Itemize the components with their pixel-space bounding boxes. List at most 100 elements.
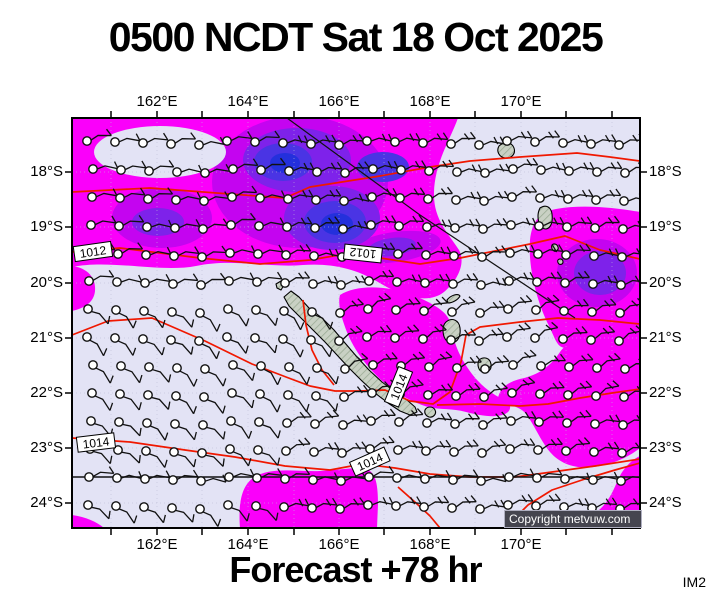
wind-barb xyxy=(227,185,258,202)
wind-barb xyxy=(618,414,640,430)
wind-barb xyxy=(535,381,565,399)
wind-barb-staff xyxy=(431,192,453,199)
wind-barb-feather xyxy=(133,515,138,524)
wind-barb xyxy=(86,416,114,437)
wind-barb-feather xyxy=(610,162,617,170)
wind-barb-feather xyxy=(132,347,137,356)
wind-barb-station xyxy=(334,336,344,346)
wind-barb-feather xyxy=(580,217,587,225)
wind-barb-feather xyxy=(304,467,311,475)
wind-barb-station xyxy=(169,447,179,457)
wind-barb-staff xyxy=(540,276,562,282)
wind-barb xyxy=(171,391,197,415)
wind-barb-feather xyxy=(299,349,304,358)
wind-barb xyxy=(339,193,370,206)
wind-barb-station xyxy=(143,194,153,204)
wind-barb-feather xyxy=(357,221,363,229)
wind-barb xyxy=(141,446,168,468)
wind-barb-station xyxy=(558,334,568,344)
wind-barb-station xyxy=(587,307,597,317)
wind-barb xyxy=(619,385,640,402)
wind-barb-station xyxy=(503,500,513,510)
wind-barb xyxy=(448,469,479,485)
wind-barb-station xyxy=(559,306,569,316)
wind-barb-feather xyxy=(612,380,620,387)
wind-barb xyxy=(279,306,305,331)
wind-barb-feather xyxy=(361,352,369,360)
wind-barb-feather xyxy=(222,431,226,440)
wind-barb-staff xyxy=(459,195,482,201)
wind-barb-staff xyxy=(233,423,250,439)
wind-barb-staff xyxy=(233,249,256,254)
wind-barb-feather xyxy=(498,300,505,308)
wind-barb-feather xyxy=(526,158,533,167)
wind-barb-feather xyxy=(383,410,390,418)
wind-barb-feather xyxy=(616,161,623,169)
wind-barb-station xyxy=(451,195,461,205)
wind-barb-staff xyxy=(290,221,312,228)
wind-barb-feather xyxy=(419,187,426,195)
wind-barb-station xyxy=(280,278,290,288)
wind-barb-feather xyxy=(415,133,421,141)
wind-barb-staff xyxy=(317,252,340,257)
wind-barb-feather xyxy=(642,275,646,282)
wind-barb-staff xyxy=(598,419,620,425)
wind-barb xyxy=(504,272,535,286)
wind-barb-staff xyxy=(431,389,453,395)
wind-barb-station xyxy=(536,361,546,371)
wind-barb-feather xyxy=(109,402,114,411)
wind-barb-feather xyxy=(247,458,252,467)
wind-barb-station xyxy=(194,140,204,150)
wind-barb-feather xyxy=(554,493,561,501)
wind-barb-station xyxy=(311,391,321,401)
wind-barb-station xyxy=(87,192,97,202)
wind-barb-staff xyxy=(541,249,563,255)
wind-barb-station xyxy=(447,503,457,513)
wind-barb-feather xyxy=(440,413,447,421)
wind-barb xyxy=(195,308,221,332)
wind-barb-feather xyxy=(585,380,593,388)
wind-barb xyxy=(559,298,589,316)
wind-barb xyxy=(477,438,507,458)
wind-barb-staff xyxy=(459,388,481,396)
wind-barb-feather xyxy=(501,411,508,419)
wind-barb-station xyxy=(307,503,317,513)
wind-barb-feather xyxy=(216,323,221,332)
wind-barb-staff xyxy=(597,252,620,257)
wind-barb-feather xyxy=(109,375,114,384)
wind-barb xyxy=(560,472,591,484)
wind-barb-station xyxy=(197,448,207,458)
wind-barb xyxy=(335,298,364,318)
wind-barb-feather xyxy=(308,189,314,198)
wind-barb xyxy=(83,500,111,520)
wind-barb-feather xyxy=(217,518,222,527)
wind-barb-feather xyxy=(141,160,147,169)
wind-barb-station xyxy=(308,475,318,485)
wind-barb xyxy=(614,325,640,346)
wind-barb xyxy=(227,388,255,409)
wind-barb xyxy=(533,437,563,455)
wind-barb xyxy=(169,447,197,468)
wind-barb-feather xyxy=(608,355,615,362)
wind-barb-station xyxy=(424,166,434,176)
wind-barb-staff xyxy=(174,341,192,355)
wind-barb-feather xyxy=(610,298,617,306)
wind-barb-feather xyxy=(464,329,470,337)
wind-barb xyxy=(278,135,309,148)
wind-barb-station xyxy=(169,251,179,261)
wind-barb-feather xyxy=(545,324,553,331)
wind-barb-feather xyxy=(552,382,559,390)
wind-barb-station xyxy=(507,192,517,202)
wind-barb-staff xyxy=(261,424,279,439)
wind-barb-station xyxy=(112,277,122,287)
wind-barb xyxy=(365,435,395,454)
wind-barb xyxy=(172,164,203,177)
wind-barb-station xyxy=(615,308,625,318)
lat-label-right: 22°S xyxy=(649,384,682,401)
wind-barb-feather xyxy=(441,384,447,392)
wind-barb-feather xyxy=(379,326,386,334)
wind-barb-station xyxy=(198,420,208,430)
wind-barb-station xyxy=(142,418,152,428)
wind-barb-station xyxy=(531,305,541,315)
